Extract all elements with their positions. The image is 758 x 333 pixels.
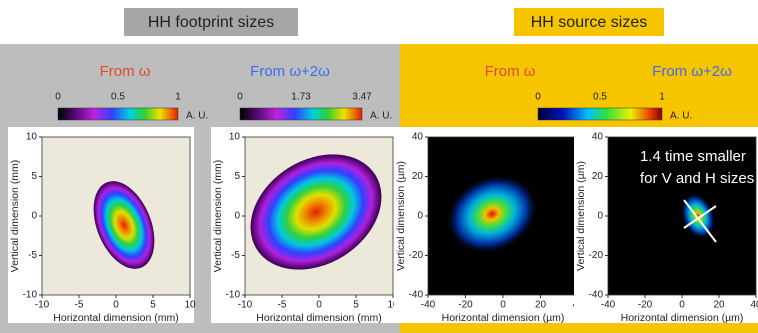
- y-tick-label: 5: [234, 171, 240, 182]
- y-tick-label: 10: [229, 132, 241, 143]
- heatmap-blob: [680, 192, 716, 240]
- panel-title: From ω+2ω: [652, 63, 732, 80]
- y-tick-label: 0: [234, 211, 240, 222]
- colorbar-tick: 0.5: [111, 92, 125, 103]
- x-tick-label: -10: [35, 300, 50, 311]
- x-tick-label: 0: [679, 300, 685, 311]
- y-tick-label: -5: [28, 250, 37, 261]
- colorbar-tick: 1: [175, 92, 181, 103]
- y-tick-label: 0: [597, 211, 603, 222]
- x-tick-label: -10: [238, 300, 253, 311]
- colorbar-tick: 0.5: [593, 92, 607, 103]
- y-axis-label: Vertical dimension (mm): [9, 160, 21, 273]
- panel-title: From ω+2ω: [250, 63, 330, 80]
- y-tick-label: 0: [31, 211, 37, 222]
- panel-title: From ω: [485, 63, 536, 80]
- x-tick-label: -20: [458, 300, 473, 311]
- y-tick-label: -20: [409, 250, 424, 261]
- y-tick-label: -5: [231, 250, 240, 261]
- x-axis-label: Horizontal dimension (µm): [442, 312, 565, 324]
- colorbar-tick: 0: [55, 92, 61, 103]
- section-title: HH footprint sizes: [148, 14, 274, 31]
- x-axis-label: Horizontal dimension (µm): [621, 312, 744, 324]
- x-tick-label: 5: [353, 300, 359, 311]
- x-tick-label: 0: [500, 300, 506, 311]
- x-tick-label: 20: [713, 300, 725, 311]
- x-axis-label: Horizontal dimension (mm): [256, 312, 381, 324]
- section-title: HH source sizes: [531, 14, 647, 31]
- x-axis-label: Horizontal dimension (mm): [53, 312, 178, 324]
- x-tick-label: -40: [601, 300, 616, 311]
- colorbar-unit: A. U.: [670, 111, 692, 122]
- x-tick-label: -40: [421, 300, 436, 311]
- y-tick-label: 40: [412, 132, 424, 143]
- colorbar-tick: 1: [659, 92, 665, 103]
- y-axis-label: Vertical dimension (mm): [212, 160, 224, 273]
- annotation: for V and H sizes: [640, 170, 754, 187]
- heatmap-blob: [250, 154, 382, 270]
- y-tick-label: 5: [31, 171, 37, 182]
- x-tick-label: -20: [638, 300, 653, 311]
- x-tick-label: 40: [750, 300, 758, 311]
- y-tick-label: 0: [417, 211, 423, 222]
- colorbar-unit: A. U.: [186, 111, 208, 122]
- y-tick-label: 10: [26, 132, 38, 143]
- y-tick-label: 40: [592, 132, 604, 143]
- annotation-line: [683, 205, 717, 229]
- x-tick-label: -5: [278, 300, 287, 311]
- y-axis-label: Vertical dimension (µm): [395, 161, 407, 271]
- y-tick-label: 20: [412, 171, 424, 182]
- header-box: [514, 8, 664, 36]
- colorbar-tick: 1.73: [291, 92, 311, 103]
- annotation: 1.4 time smaller: [640, 148, 746, 165]
- colorbar: [239, 107, 363, 121]
- annotation-line: [683, 199, 717, 243]
- x-tick-label: 10: [184, 300, 196, 311]
- x-tick-label: 10: [387, 300, 399, 311]
- x-tick-label: -5: [75, 300, 84, 311]
- x-tick-label: 20: [535, 300, 547, 311]
- y-tick-label: -10: [226, 290, 241, 301]
- x-tick-label: 5: [150, 300, 156, 311]
- colorbar-tick: 0: [237, 92, 243, 103]
- y-tick-label: 20: [592, 171, 604, 182]
- colorbar-unit: A. U.: [370, 111, 392, 122]
- panel-title: From ω: [100, 63, 151, 80]
- y-tick-label: -40: [589, 290, 604, 301]
- y-tick-label: -10: [23, 290, 38, 301]
- colorbar: [57, 107, 179, 121]
- x-tick-label: 0: [316, 300, 322, 311]
- heatmap-blob: [93, 181, 155, 269]
- y-tick-label: -40: [409, 290, 424, 301]
- header-box: [124, 8, 298, 36]
- heatmap-blob: [445, 174, 539, 254]
- colorbar-tick: 3.47: [352, 92, 372, 103]
- y-axis-label: Vertical dimension (µm): [575, 161, 587, 271]
- y-tick-label: -20: [589, 250, 604, 261]
- colorbar-tick: 0: [535, 92, 541, 103]
- colorbar: [537, 107, 663, 121]
- x-tick-label: 0: [113, 300, 119, 311]
